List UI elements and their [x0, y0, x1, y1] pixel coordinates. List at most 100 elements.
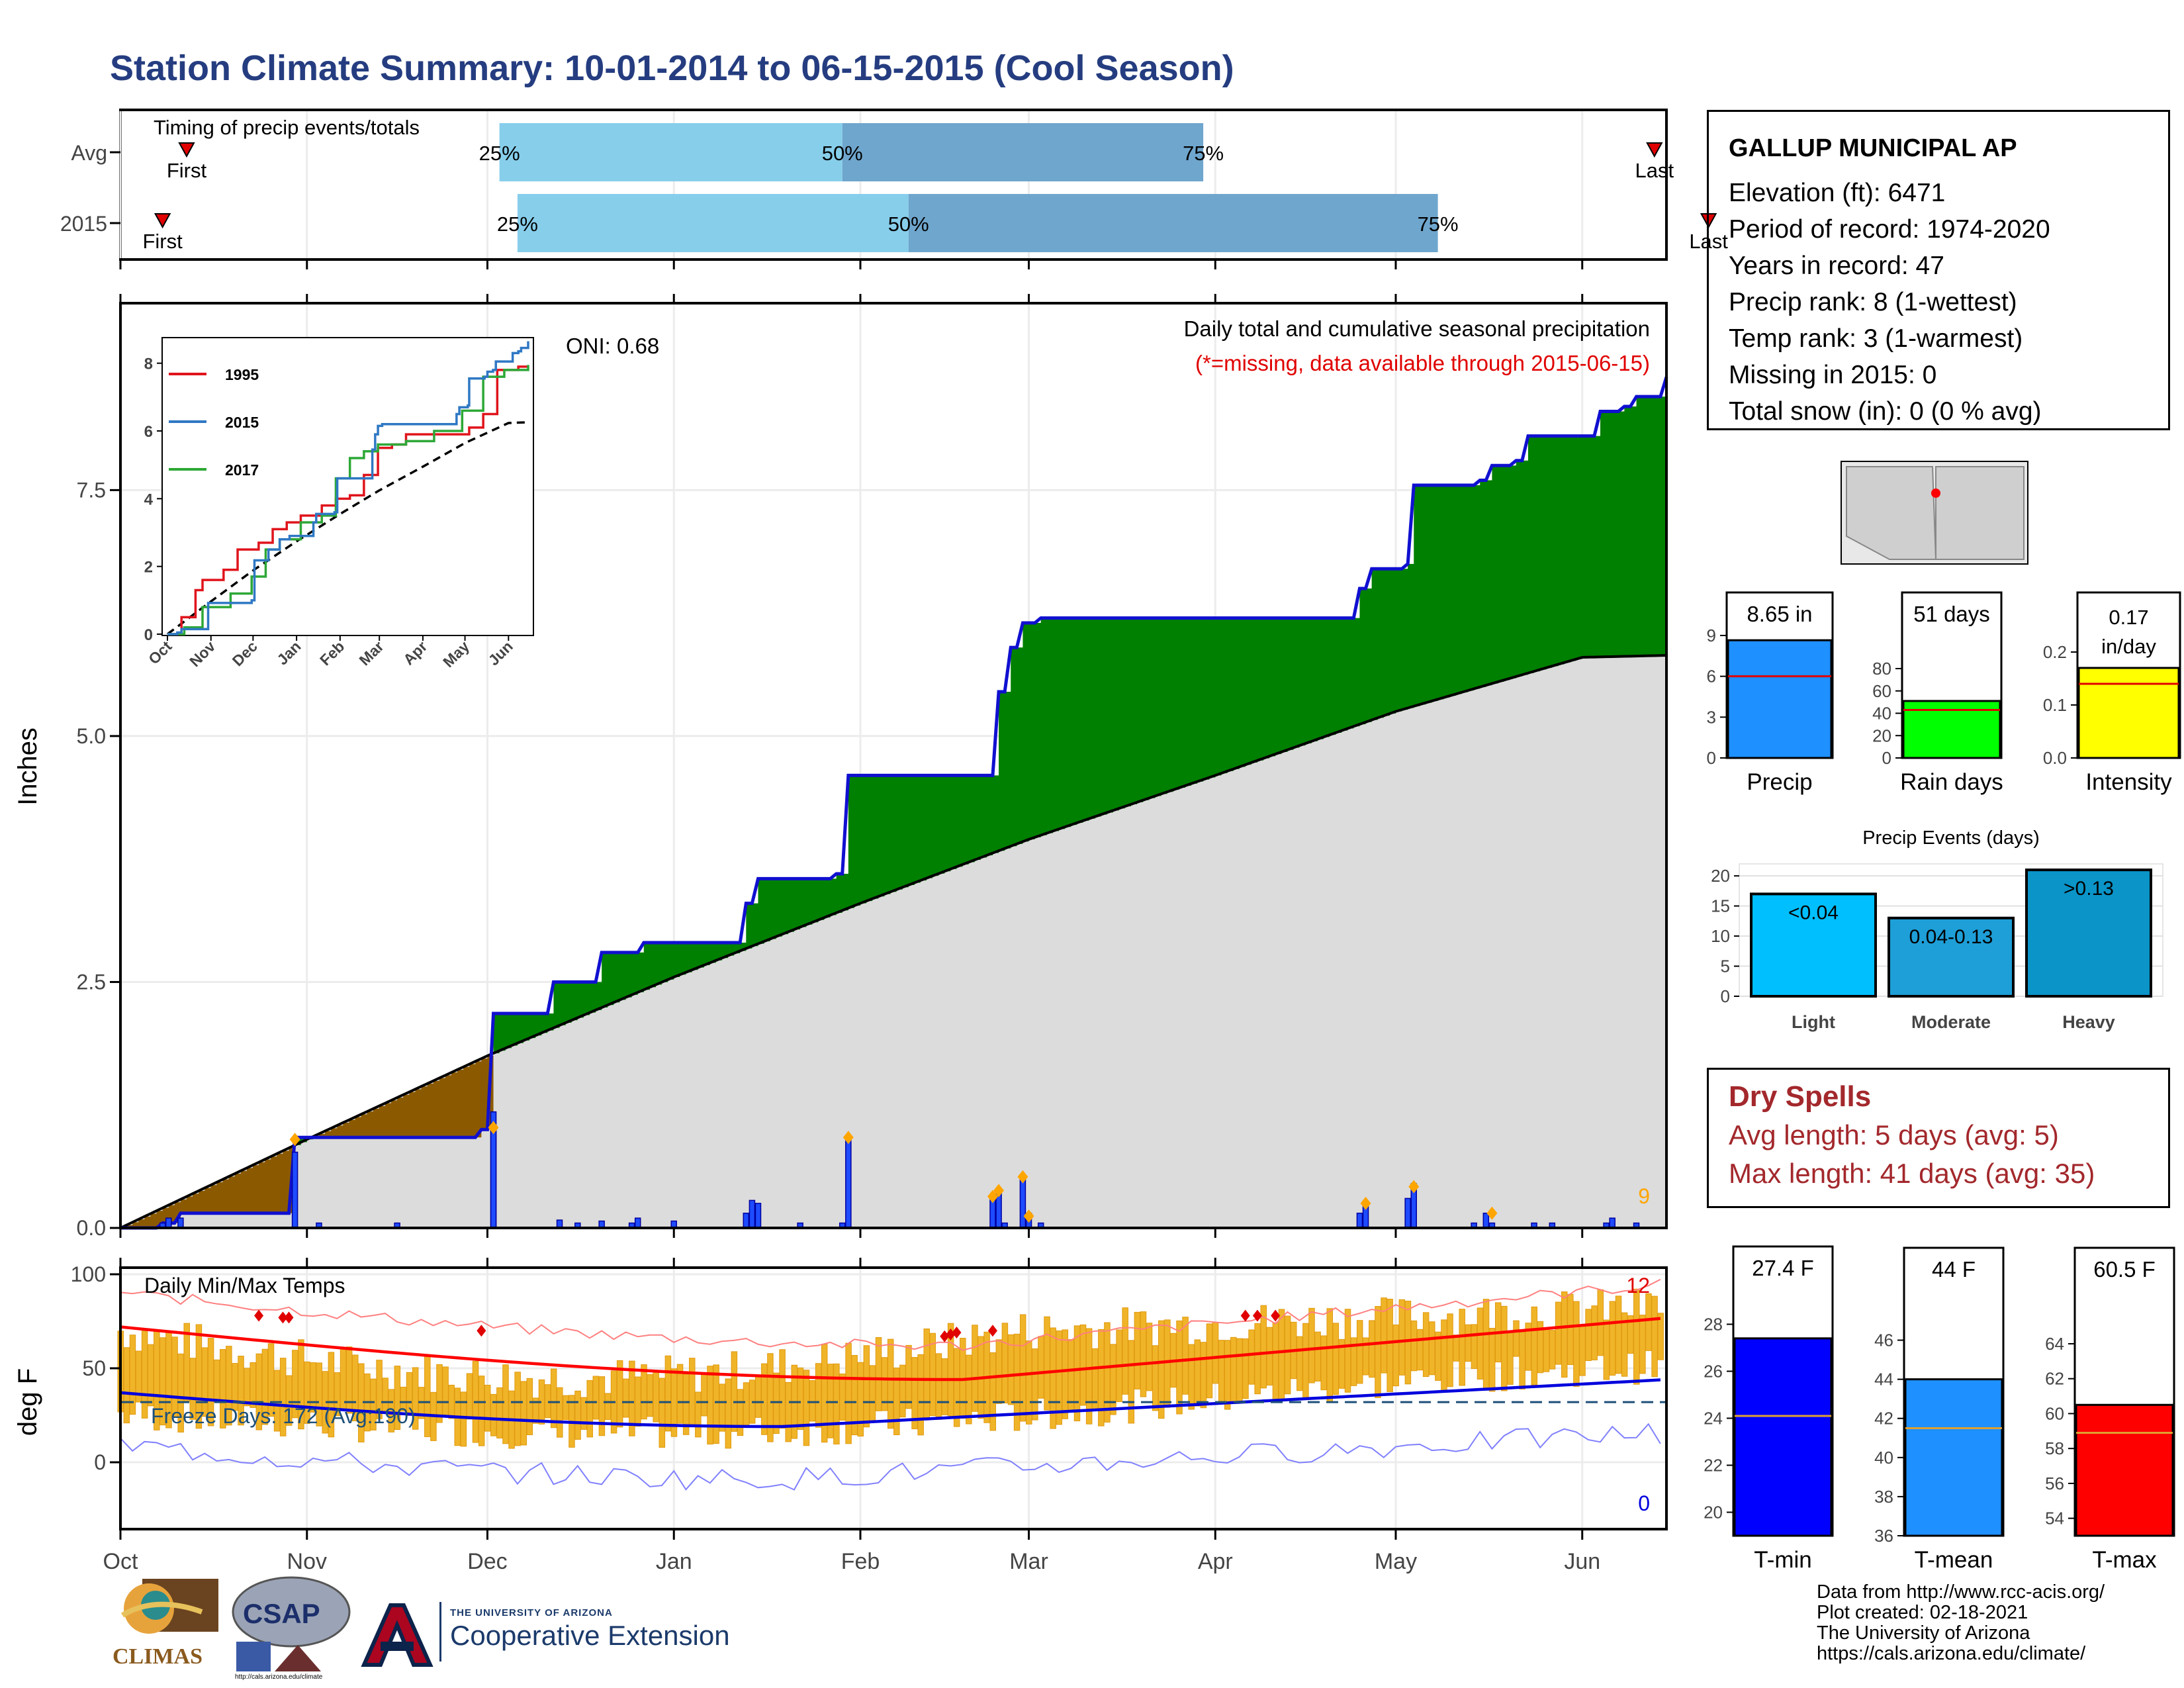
credit-line: https://cals.arizona.edu/climate/ [1817, 1643, 2086, 1664]
heavy-event-marker [1023, 1209, 1034, 1223]
daily-temp-bar [695, 1391, 702, 1438]
timing-row-label: 2015 [60, 212, 107, 236]
precip-bar [1727, 639, 1833, 759]
freeze-days-label: Freeze Days: 172 (Avg:190) [151, 1404, 416, 1428]
daily-temp-bar [526, 1378, 533, 1436]
tmean-y-tick-label: 40 [1874, 1448, 1893, 1468]
events-bar-label: Light [1792, 1012, 1835, 1032]
daily-temp-bar [1164, 1319, 1171, 1408]
heavy-event-marker [289, 1133, 300, 1147]
daily-temp-bar [1639, 1315, 1646, 1374]
daily-temp-bar [520, 1381, 527, 1446]
daily-temp-bar [592, 1376, 600, 1420]
heavy-event-marker [1017, 1170, 1028, 1184]
daily-temp-bar [1308, 1307, 1315, 1383]
station-line: Temp rank: 3 (1-warmest) [1729, 324, 2023, 353]
station-line: Period of record: 1974-2020 [1729, 215, 2050, 244]
inset-y-tick-label: 6 [144, 423, 153, 441]
normal-min-line [120, 1378, 1661, 1429]
tmean-y-tick-label: 44 [1874, 1370, 1893, 1389]
daily-temp-bar [1627, 1315, 1634, 1354]
timing-first-label: First [167, 159, 207, 182]
daily-temp-bar [1591, 1305, 1598, 1360]
daily-temp-bar [388, 1389, 395, 1432]
tmax-value-label: 60.5 F [2093, 1257, 2156, 1282]
daily-temp-bar [1236, 1338, 1243, 1403]
daily-temp-bar [1297, 1336, 1303, 1391]
daily-temp-bar [1206, 1323, 1213, 1399]
dry-spells-max: Max length: 41 days (avg: 35) [1729, 1158, 2095, 1189]
events-bar-moderate [1888, 916, 2015, 998]
daily-temp-bar [232, 1363, 238, 1411]
daily-temp-bar [412, 1367, 419, 1430]
heavy-event-marker [987, 1190, 998, 1203]
precip-y-tick-label: 5.0 [77, 724, 106, 748]
daily-temp-bar [376, 1360, 383, 1419]
daily-temp-bar [754, 1376, 762, 1418]
daily-temp-bar [195, 1324, 203, 1429]
daily-temp-bar [887, 1338, 894, 1429]
daily-temp-bar [641, 1364, 647, 1420]
daily-temp-bar [1387, 1299, 1393, 1392]
month-tick-label: Nov [287, 1549, 327, 1574]
daily-temp-bar [1488, 1328, 1496, 1392]
record-high-marker [1252, 1309, 1262, 1322]
daily-temp-bar [135, 1350, 142, 1403]
daily-temp-bar [725, 1378, 732, 1449]
daily-temp-bar [857, 1362, 864, 1437]
events-bar-heavy [2025, 868, 2152, 998]
record-high-marker [1271, 1309, 1281, 1322]
tmin-axis-label: T-min [1754, 1547, 1812, 1573]
daily-temp-bar [1525, 1323, 1531, 1371]
record-max-line [120, 1278, 1661, 1351]
tmean-y-tick-label: 36 [1874, 1526, 1893, 1546]
daily-temp-bar [1549, 1330, 1556, 1370]
intensity-axis-label: Intensity [2085, 769, 2172, 795]
inset-frame [161, 337, 534, 636]
dry-spells-box: Dry Spells Avg length: 5 days (avg: 5) M… [1707, 1068, 2170, 1208]
inset-y-tick-label: 0 [144, 626, 153, 644]
csap-logo: CSAP http://cals.arizona.edu/climate [232, 1576, 351, 1681]
daily-temp-bar [1026, 1340, 1032, 1425]
daily-temp-bar [1363, 1337, 1369, 1376]
daily-temp-bar [1188, 1344, 1195, 1410]
csap-url: http://cals.arizona.edu/climate [235, 1673, 323, 1681]
daily-temp-bar [226, 1346, 232, 1426]
inset-legend-label: 1995 [225, 366, 259, 383]
daily-temp-bar [267, 1343, 275, 1417]
ua-logo [361, 1603, 433, 1667]
daily-temp-bar [1441, 1319, 1447, 1393]
record-high-marker [1240, 1309, 1250, 1322]
daily-temp-bar [351, 1354, 359, 1422]
tmean-axis-label: T-mean [1915, 1547, 1993, 1573]
daily-temp-bar [141, 1331, 148, 1419]
daily-temp-bar [653, 1370, 659, 1423]
daily-temp-bar [496, 1387, 503, 1438]
events-bar-text: 0.04-0.13 [1909, 926, 1993, 948]
daily-temp-bar [923, 1328, 930, 1420]
daily-precip-bar [1404, 1197, 1411, 1229]
daily-temp-bar [815, 1363, 822, 1428]
daily-temp-bar [1579, 1325, 1586, 1376]
dry-spells-avg: Avg length: 5 days (avg: 5) [1729, 1119, 2059, 1150]
daily-precip-bar [754, 1203, 762, 1229]
heavy-count: 9 [1638, 1184, 1650, 1208]
daily-precip-bar [1356, 1212, 1363, 1229]
month-tick-label: Oct [103, 1549, 138, 1574]
daily-temp-bar [1338, 1338, 1345, 1389]
precip-panel-frame [119, 302, 1668, 1229]
daily-temp-bar [213, 1359, 220, 1403]
heavy-event-marker [1360, 1196, 1371, 1210]
precip-subtitle: Daily total and cumulative seasonal prec… [1184, 316, 1650, 341]
precip-y-tick-label: 6 [1707, 667, 1716, 686]
arizona-shape [1846, 466, 1937, 560]
ua-small-text: THE UNIVERSITY OF ARIZONA [450, 1607, 613, 1618]
rain-days-y-tick-label: 0 [1882, 748, 1891, 768]
daily-temp-bar [1555, 1301, 1562, 1365]
temp-y-axis-label: deg F [13, 1368, 42, 1436]
month-tick-label: Apr [1198, 1549, 1233, 1574]
timing-first-label: First [142, 230, 183, 253]
daily-temp-bar [604, 1393, 612, 1420]
daily-temp-bar [424, 1355, 431, 1437]
station-line: Elevation (ft): 6471 [1729, 179, 1946, 207]
